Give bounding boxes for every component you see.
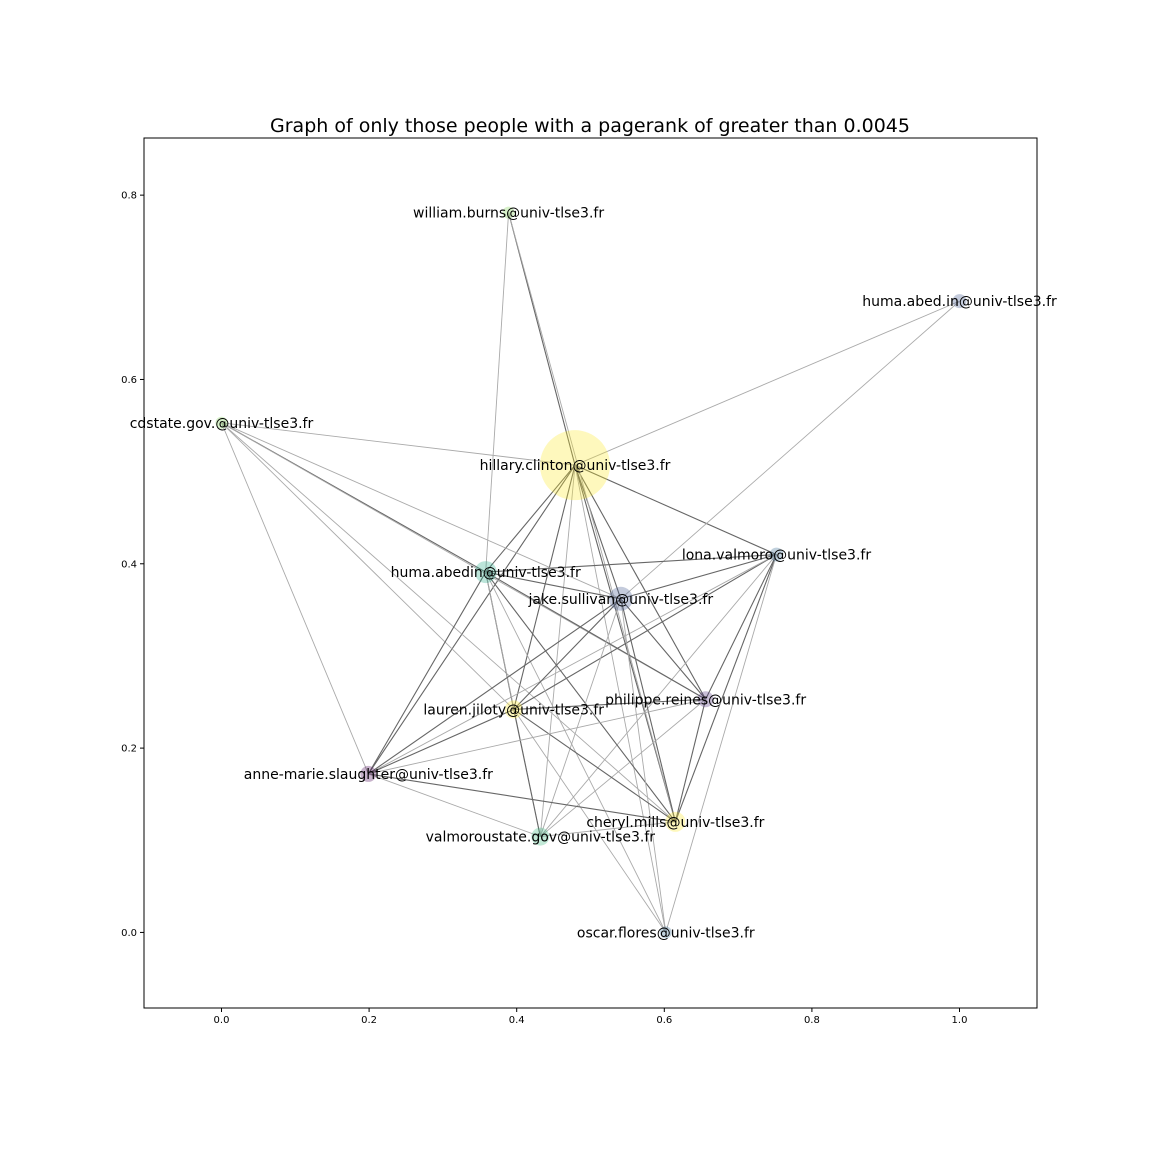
node-philippe [697, 691, 714, 708]
axis-ticks: 0.0 0.2 0.4 0.6 0.8 1.0 0.0 0.2 0.4 0.6 0.8 [121, 191, 967, 1026]
node-lona [769, 547, 784, 562]
node-label-valmoroustate: valmoroustate.gov@univ-tlse3.fr [426, 830, 656, 846]
edge-hillary-lona [574, 464, 777, 556]
edge-lauren-oscar [513, 709, 667, 933]
edge-lauren-valmoroustate [513, 709, 541, 837]
node-cheryl [665, 811, 686, 832]
node-label-humaabedin: huma.abedin@univ-tlse3.fr [391, 565, 581, 581]
node-label-hillary: hillary.clinton@univ-tlse3.fr [480, 458, 671, 474]
x-tick-label: 0.0 [214, 1015, 230, 1026]
y-tick-label: 0.2 [121, 744, 137, 755]
edge-humaabedin-annemarie [367, 571, 487, 775]
edge-hillary-cdstate [221, 422, 576, 466]
edge-hillary-humaabedin2 [574, 300, 960, 466]
plot-frame [143, 137, 1038, 1009]
edge-hillary-oscar [574, 465, 667, 933]
edge-humaabedin2-jake [620, 300, 960, 600]
node-humaabedin2 [952, 294, 967, 309]
x-tick-label: 1.0 [952, 1015, 968, 1026]
node-oscar [659, 926, 672, 939]
node-lauren [504, 700, 523, 719]
edge-humaabedin-philippe [485, 571, 706, 700]
edge-jake-lauren [513, 598, 622, 710]
edge-philippe-lauren [513, 698, 706, 710]
x-tick-label: 0.4 [509, 1015, 525, 1026]
x-tick-label: 0.8 [804, 1015, 820, 1026]
y-tick-label: 0.8 [121, 191, 137, 202]
edge-humaabedin-jake [485, 571, 621, 600]
edge-philippe-valmoroustate [540, 698, 706, 837]
edge-lauren-cheryl [513, 708, 676, 823]
edge-lauren-annemarie [368, 708, 514, 775]
edge-humaabedin-cheryl [485, 571, 676, 823]
edge-philippe-cheryl [674, 699, 707, 822]
node-humaabedin [474, 561, 497, 584]
edge-lona-philippe [705, 554, 777, 700]
edge-hillary-jake [574, 464, 622, 599]
edge-william-humaabedin [485, 212, 510, 573]
node-label-lauren: lauren.jiloty@univ-tlse3.fr [423, 702, 604, 718]
edge-hillary-humaabedin [485, 464, 576, 573]
node-jake [608, 586, 633, 611]
edge-cdstate-lauren [221, 422, 515, 710]
y-tick-label: 0.4 [121, 559, 137, 570]
edge-jake-philippe [620, 598, 707, 700]
node-label-oscar: oscar.flores@univ-tlse3.fr [577, 925, 755, 941]
edge-lona-valmoroustate [539, 554, 777, 837]
node-label-cheryl: cheryl.mills@univ-tlse3.fr [586, 815, 764, 831]
chart-title: Graph of only those people with a pagera… [270, 115, 910, 137]
node-valmoroustate [531, 827, 550, 846]
node-label-jake: jake.sullivan@univ-tlse3.fr [527, 592, 713, 608]
node-label-cdstate: cdstate.gov.@univ-tlse3.fr [130, 416, 314, 432]
node-label-lona: lona.valmoro@univ-tlse3.fr [682, 548, 871, 564]
edge-lona-lauren [513, 554, 777, 710]
node-hillary [540, 430, 611, 501]
y-tick-label: 0.6 [121, 375, 137, 386]
node-label-philippe: philippe.reines@univ-tlse3.fr [605, 692, 806, 708]
edge-annemarie-cheryl [368, 773, 676, 823]
edge-annemarie-valmoroustate [368, 773, 541, 838]
node-label-humaabedin2: huma.abed.in@univ-tlse3.fr [862, 294, 1057, 310]
node-label-william: william.burns@univ-tlse3.fr [413, 206, 604, 222]
edge-layer [221, 212, 960, 933]
edge-valmoroustate-cheryl [540, 821, 676, 838]
node-layer [215, 206, 967, 939]
edge-lona-jake [620, 554, 777, 600]
edge-cdstate-jake [221, 422, 621, 600]
edge-cdstate-annemarie [221, 422, 369, 775]
edge-lona-oscar [665, 554, 777, 933]
edge-jake-valmoroustate [539, 598, 622, 837]
node-label-annemarie: anne-marie.slaughter@univ-tlse3.fr [244, 767, 493, 783]
edge-hillary-lauren [513, 465, 576, 710]
edge-hillary-valmoroustate [539, 465, 576, 837]
x-tick-label: 0.2 [361, 1015, 377, 1026]
edge-jake-annemarie [368, 598, 622, 775]
edge-william-cheryl [508, 212, 676, 822]
edge-hillary-annemarie [367, 464, 576, 775]
edge-lona-cheryl [674, 554, 777, 823]
node-label-layer: hillary.clinton@univ-tlse3.fr william.bur… [130, 206, 1057, 942]
edge-jake-cheryl [620, 598, 676, 822]
x-tick-label: 0.6 [656, 1015, 672, 1026]
edge-cdstate-cheryl [221, 422, 676, 823]
node-cdstate [215, 416, 228, 429]
node-annemarie [360, 765, 377, 782]
edge-jake-oscar [620, 598, 667, 933]
node-william [502, 206, 515, 219]
y-tick-label: 0.0 [121, 928, 137, 939]
edge-lona-humaabedin [485, 554, 777, 573]
edge-lona-annemarie [368, 554, 777, 775]
edge-annemarie-philippe [368, 698, 706, 775]
